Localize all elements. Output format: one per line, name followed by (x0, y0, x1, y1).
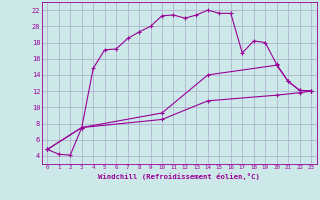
X-axis label: Windchill (Refroidissement éolien,°C): Windchill (Refroidissement éolien,°C) (98, 173, 260, 180)
